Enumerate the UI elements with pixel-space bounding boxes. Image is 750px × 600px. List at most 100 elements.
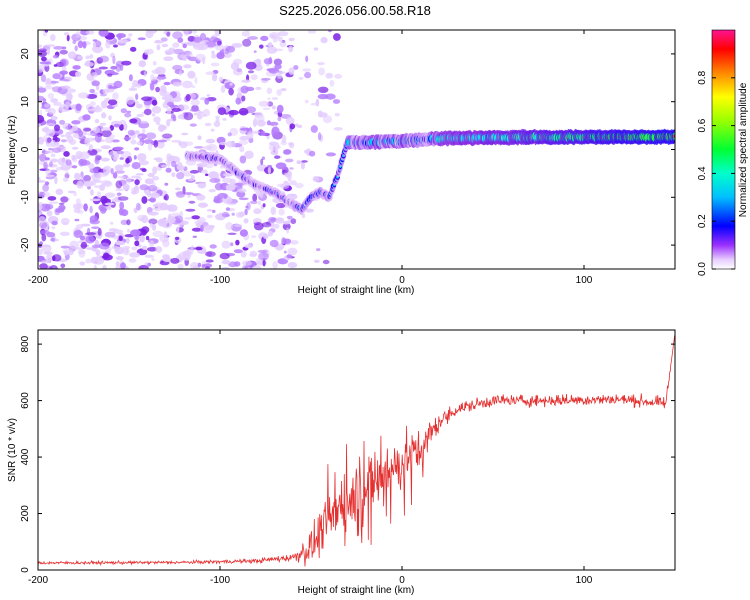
spectrogram-noise-cell xyxy=(272,73,283,77)
spectrogram-noise-cell xyxy=(72,203,82,210)
spectrogram-noise-cell xyxy=(237,188,247,193)
spectrogram-noise-cell xyxy=(221,266,230,269)
spectrogram-noise-cell xyxy=(147,172,155,178)
spectrogram-noise-cell xyxy=(255,86,262,90)
spectrogram-noise-cell xyxy=(254,112,264,118)
spectrogram-noise-cell xyxy=(91,244,101,249)
spectrogram-noise-cell xyxy=(229,82,233,86)
spectrogram-noise-cell xyxy=(271,97,278,100)
spectrogram-noise-cell xyxy=(38,44,43,48)
spectrogram-noise-cell xyxy=(115,188,124,192)
spectrogram-noise-cell xyxy=(206,209,213,212)
chart-title: S225.2026.056.00.58.R18 xyxy=(279,3,431,18)
spectrogram-noise-cell xyxy=(185,208,196,212)
spectrogram-noise-cell xyxy=(111,152,120,161)
spectrogram-noise-cell xyxy=(143,108,152,116)
spectrogram-noise-cell xyxy=(89,88,95,94)
spectrogram-noise-cell xyxy=(290,193,298,200)
spectrogram-noise-cell xyxy=(78,130,83,137)
spectrogram-noise-cell xyxy=(182,55,187,62)
spectrogram-noise-cell xyxy=(104,231,116,238)
spectrogram-noise-cell xyxy=(175,191,186,198)
spectrogram-noise-cell xyxy=(111,139,120,143)
spectrogram-noise-cell xyxy=(44,157,50,161)
spectrogram-noise-cell xyxy=(166,153,172,161)
spectrogram-noise-cell xyxy=(282,222,291,231)
spectrogram-noise-cell xyxy=(126,110,132,114)
spectrogram-noise-cell xyxy=(45,168,51,176)
spectrogram-noise-cell xyxy=(128,87,138,91)
spectrogram-noise-cell xyxy=(184,217,194,220)
spectrogram-noise-cell xyxy=(225,140,236,148)
spectrogram-noise-cell xyxy=(166,31,171,37)
spectrogram-noise-cell xyxy=(127,228,130,233)
spectrogram-noise-cell xyxy=(94,119,100,124)
spectrogram-noise-cell xyxy=(276,145,281,149)
spectrogram-noise-cell xyxy=(137,153,147,162)
spectrogram-noise-cell xyxy=(64,133,72,138)
y-tick-label: 0 xyxy=(20,567,31,573)
spectrogram-noise-cell xyxy=(149,222,153,228)
spectrogram-noise-cell xyxy=(211,73,218,82)
spectrogram-noise-cell xyxy=(239,229,248,237)
spectrogram-noise-cell xyxy=(44,103,50,108)
y-tick-label: 400 xyxy=(20,448,31,465)
spectrogram-noise-cell xyxy=(217,107,227,115)
spectrogram-noise-cell xyxy=(155,246,163,253)
spectrogram-noise-cell xyxy=(63,32,70,36)
spectrogram-noise-cell xyxy=(141,215,149,224)
spectrogram-noise-cell xyxy=(187,178,195,182)
spectrogram-noise-cell xyxy=(126,176,132,184)
spectrogram-noise-cell xyxy=(225,222,234,231)
spectrogram-noise-cell xyxy=(173,48,184,55)
spectrogram-noise-cell xyxy=(85,55,91,60)
spectrogram-noise-cell xyxy=(312,176,320,182)
spectrogram-noise-cell xyxy=(85,30,95,35)
spectrogram-noise-cell xyxy=(114,170,125,174)
spectrogram-noise-cell xyxy=(113,146,124,151)
spectrogram-noise-cell xyxy=(166,204,178,212)
spectrogram-noise-cell xyxy=(44,30,49,33)
spectrogram-noise-cell xyxy=(287,262,298,269)
spectrogram-noise-cell xyxy=(152,77,157,81)
spectrogram-noise-cell xyxy=(162,239,170,248)
spectrogram-noise-cell xyxy=(103,181,113,188)
spectrogram-noise-cell xyxy=(293,65,299,70)
spectrogram-noise-cell xyxy=(166,101,174,107)
spectrogram-noise-cell xyxy=(134,130,140,135)
spectrogram-noise-cell xyxy=(192,235,197,238)
spectrogram-noise-cell xyxy=(128,258,137,263)
spectrogram-noise-cell xyxy=(117,196,129,201)
spectrogram-noise-cell xyxy=(298,77,304,80)
spectrogram-noise-cell xyxy=(190,261,199,269)
spectrogram-noise-cell xyxy=(201,261,208,265)
spectrogram-noise-cell xyxy=(43,150,54,154)
spectrogram-noise-cell xyxy=(69,139,77,146)
spectrogram-noise-cell xyxy=(320,36,328,44)
spectrogram-noise-cell xyxy=(286,254,293,259)
spectrogram-noise-cell xyxy=(38,248,43,256)
spectrogram-noise-cell xyxy=(202,108,211,117)
spectrogram-noise-cell xyxy=(141,168,147,172)
spectrogram-noise-cell xyxy=(287,173,292,182)
spectrogram-noise-cell xyxy=(98,66,109,70)
spectrogram-noise-cell xyxy=(189,123,197,127)
spectrogram-noise-cell xyxy=(44,203,54,210)
spectrogram-noise-cell xyxy=(100,145,111,150)
spectrogram-noise-cell xyxy=(164,182,169,186)
spectrogram-noise-cell xyxy=(189,108,200,112)
spectrogram-noise-cell xyxy=(94,154,99,163)
spectrogram-noise-cell xyxy=(82,174,92,183)
spectrogram-noise-cell xyxy=(75,198,81,204)
spectrogram-noise-cell xyxy=(147,184,158,192)
spectrogram-noise-cell xyxy=(89,101,96,107)
spectrogram-noise-cell xyxy=(144,254,155,258)
spectrogram-noise-cell xyxy=(218,76,224,83)
spectrogram-noise-cell xyxy=(208,189,216,193)
spectrogram-noise-cell xyxy=(257,200,262,206)
spectrogram-noise-cell xyxy=(222,118,227,121)
spectrogram-noise-cell xyxy=(258,100,270,107)
spectrogram-noise-cell xyxy=(304,208,314,213)
spectrogram-noise-cell xyxy=(69,240,80,249)
spectrogram-noise-cell xyxy=(99,122,107,126)
